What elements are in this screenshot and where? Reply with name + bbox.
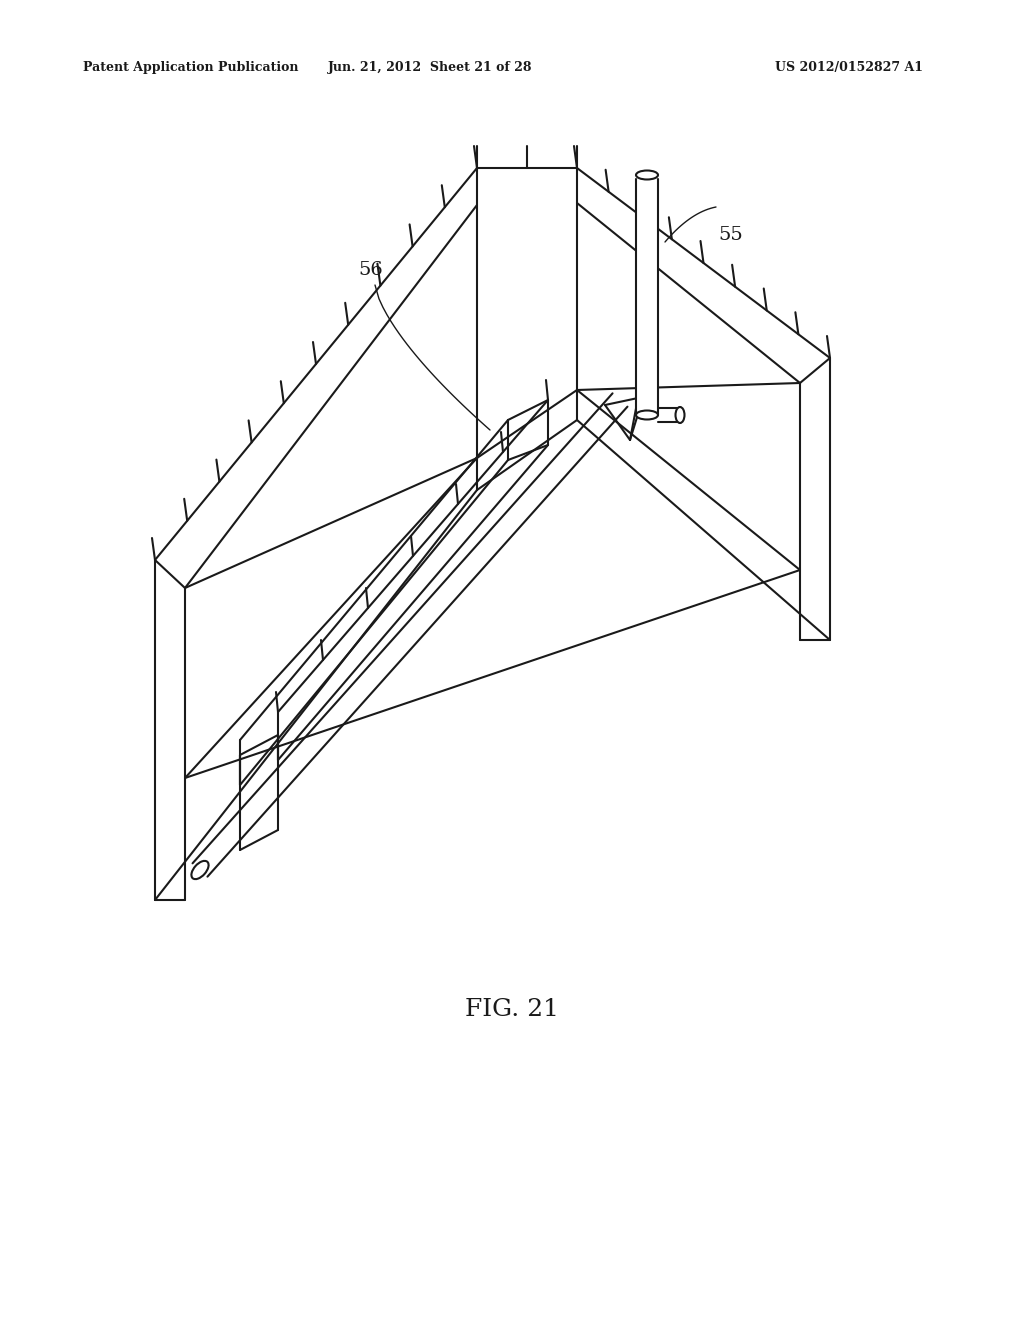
Text: Jun. 21, 2012  Sheet 21 of 28: Jun. 21, 2012 Sheet 21 of 28 [328, 62, 532, 74]
Text: 56: 56 [358, 261, 383, 279]
Ellipse shape [676, 407, 684, 422]
Ellipse shape [191, 861, 209, 879]
Text: US 2012/0152827 A1: US 2012/0152827 A1 [775, 62, 923, 74]
Bar [636, 176, 658, 414]
Text: Patent Application Publication: Patent Application Publication [83, 62, 299, 74]
Text: 55: 55 [718, 226, 742, 244]
Text: FIG. 21: FIG. 21 [465, 998, 559, 1022]
Ellipse shape [636, 411, 658, 420]
Ellipse shape [636, 170, 658, 180]
